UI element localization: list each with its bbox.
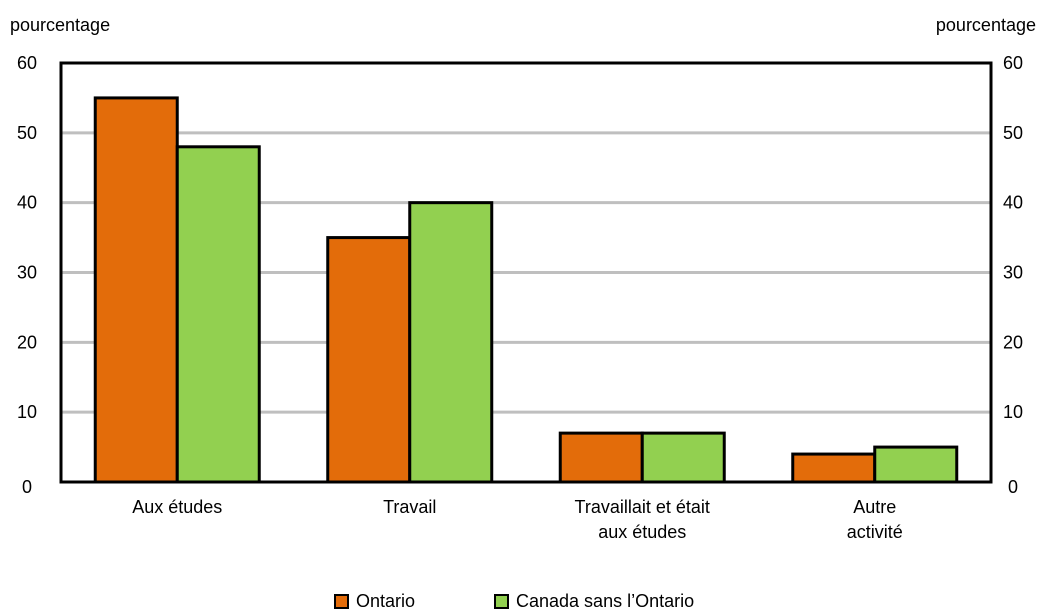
legend-label-ontario: Ontario	[356, 591, 416, 611]
x-tick-label: activité	[847, 522, 903, 542]
y-tick-label-left: 50	[17, 123, 37, 143]
y-ticks-right: 0 10 20 30 40 50 60	[1003, 53, 1023, 497]
bar-ontario-3	[791, 452, 877, 484]
y-axis-label-left: pourcentage	[10, 15, 110, 35]
bar-canada-sans-l-ontario-0	[175, 145, 261, 484]
bar-canada-sans-l-ontario-3	[873, 445, 959, 484]
bar-canada-sans-l-ontario-1	[408, 201, 494, 484]
y-tick-label-left: 20	[17, 332, 37, 352]
legend-swatch-ontario	[334, 594, 349, 609]
x-tick-labels: Aux études Travail Travaillait et était aux…	[132, 497, 903, 542]
bar-ontario-0	[93, 96, 179, 484]
y-tick-label-right: 0	[1008, 477, 1018, 497]
x-tick-label: Travaillait et était	[575, 497, 710, 517]
y-tick-label-left: 40	[17, 193, 37, 213]
y-tick-label-right: 50	[1003, 123, 1023, 143]
y-tick-label-right: 30	[1003, 263, 1023, 283]
legend-item-ontario: Ontario	[334, 592, 415, 611]
y-tick-label-left: 30	[17, 263, 37, 283]
y-tick-label-right: 60	[1003, 53, 1023, 73]
y-tick-label-right: 40	[1003, 193, 1023, 213]
x-tick-label: aux études	[598, 522, 686, 542]
bar-ontario-2	[558, 431, 644, 484]
x-tick-label: Autre	[853, 497, 896, 517]
bar-chart: pourcentage pourcentage 0 10 20 30 40 50 60 0 1…	[10, 15, 1036, 542]
y-axis-label-right: pourcentage	[936, 15, 1036, 35]
y-tick-label-left: 10	[17, 402, 37, 422]
legend-item-canada-sans-ontario: Canada sans l’Ontario	[494, 592, 694, 611]
bar-ontario-1	[326, 236, 412, 484]
bar-canada-sans-l-ontario-2	[640, 431, 726, 484]
bars	[93, 96, 959, 484]
y-tick-label-left: 0	[22, 477, 32, 497]
x-tick-label: Aux études	[132, 497, 222, 517]
x-tick-label: Travail	[383, 497, 436, 517]
legend-label-canada-sans-ontario: Canada sans l’Ontario	[516, 591, 695, 611]
legend: Ontario Canada sans l’Ontario	[0, 592, 1040, 611]
y-tick-label-right: 20	[1003, 332, 1023, 352]
plot-area-border	[59, 61, 993, 484]
y-tick-label-right: 10	[1003, 402, 1023, 422]
legend-swatch-canada-sans-ontario	[494, 594, 509, 609]
y-tick-label-left: 60	[17, 53, 37, 73]
y-ticks-left: 0 10 20 30 40 50 60	[17, 53, 37, 497]
